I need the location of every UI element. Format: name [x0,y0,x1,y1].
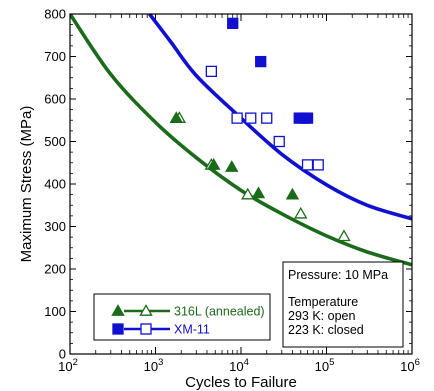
point-316l-open [241,187,255,200]
point-316l-closed [251,186,266,199]
info-box-frame [282,261,404,348]
y-axis-label: Maximum Stress (MPa) [18,106,35,263]
y-tick-label: 800 [44,7,66,22]
x-tick-label: 106 [400,357,420,374]
legend-marker-316l-closed [111,304,125,316]
point-xm11-open [231,112,243,124]
point-xm11-open [312,159,324,171]
point-xm11-closed [301,112,314,124]
point-316l-closed [225,160,239,172]
point-xm11-open [301,159,314,171]
point-316l-open [337,229,351,242]
fit-curve-316l [70,14,412,267]
legend-marker-xm11-closed [112,323,124,335]
point-xm11-open [261,112,273,124]
x-tick-label: 104 [229,357,249,374]
pressure-text: Pressure: 10 MPa [288,268,388,282]
y-tick-label: 300 [44,219,66,234]
legend-marker-316l-open [139,304,153,316]
y-tick-label: 0 [59,347,66,362]
point-316l-closed [207,157,221,170]
legend-label-316l: 316L (annealed) [174,305,265,319]
fit-curves [70,14,412,267]
y-tick-label: 700 [44,49,66,64]
point-xm11-open [205,65,217,78]
y-tick-label: 100 [44,304,66,319]
condition-info-box: Pressure: 10 MPa Temperature 293 K: open… [282,261,404,348]
point-xm11-open [273,135,285,148]
point-316l-closed [285,187,300,200]
y-tick-label: 200 [44,262,66,277]
point-316l-closed [169,111,184,123]
temperature-open-text: 293 K: open [288,309,355,323]
y-tick-label: 500 [44,134,66,149]
legend-marker-xm11-open [140,323,152,335]
legend-markers [111,304,170,335]
y-tick-label: 600 [44,92,66,107]
fit-curve-xm11 [148,14,412,221]
temperature-heading: Temperature [288,295,358,309]
legend: 316L (annealed) XM-11 [93,293,271,341]
data-points [169,17,351,242]
point-316l-open [294,206,308,219]
x-tick-label: 102 [58,357,78,374]
x-tick-label: 103 [144,357,164,374]
y-tick-label: 400 [44,177,66,192]
legend-label-xm11: XM-11 [174,323,210,337]
plot-frame [69,13,413,355]
point-xm11-closed [227,17,239,30]
x-tick-label: 105 [315,357,335,374]
temperature-closed-text: 223 K: closed [288,323,364,337]
point-xm11-open [245,112,257,124]
x-axis-label: Cycles to Failure [185,374,297,391]
point-xm11-closed [255,55,267,68]
